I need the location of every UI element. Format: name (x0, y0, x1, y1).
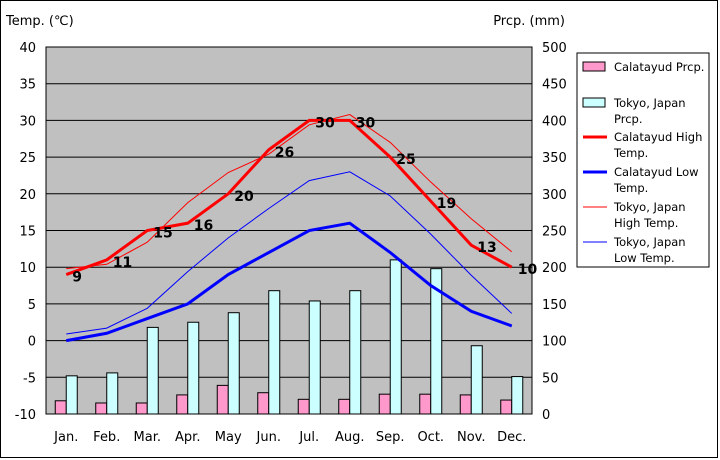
legend-label: Tokyo, Japan (613, 235, 686, 249)
data-label: 16 (194, 218, 213, 234)
legend-label: Calatayud Low (614, 165, 699, 179)
x-tick-label: Dec. (497, 430, 526, 445)
right-tick-label: 0 (542, 408, 550, 423)
precip-bar (106, 372, 119, 415)
left-tick-label: 30 (19, 114, 36, 129)
precip-bar (216, 384, 229, 415)
x-tick-label: Nov. (457, 430, 486, 445)
precip-bar (419, 393, 432, 415)
right-axis-title: Prcp. (mm) (493, 14, 565, 29)
data-label: 30 (356, 115, 376, 131)
right-tick-label: 50 (542, 371, 559, 386)
legend-label: Calatayud High (614, 130, 702, 144)
left-tick-label: 0 (28, 335, 36, 350)
precip-bar (187, 321, 200, 415)
x-tick-label: Jan. (53, 430, 78, 445)
data-label: 15 (153, 226, 172, 242)
legend-label: Calatayud Prcp. (614, 60, 704, 74)
right-tick-label: 450 (542, 78, 567, 93)
legend-label: Tokyo, Japan (613, 96, 686, 110)
precip-bar (470, 345, 483, 415)
left-axis-title: Temp. (℃) (5, 14, 74, 29)
precip-bar (378, 393, 391, 415)
data-label: 13 (477, 240, 496, 256)
precip-bar (95, 402, 108, 415)
x-tick-label: Feb. (93, 430, 120, 445)
precip-bar (430, 268, 443, 415)
precip-bar (135, 402, 148, 415)
data-label: 10 (518, 262, 538, 278)
precip-bar (338, 398, 351, 415)
precip-bar (459, 394, 472, 415)
precip-bar (54, 400, 67, 415)
data-label: 26 (275, 145, 294, 161)
precip-bar (500, 399, 513, 415)
right-tick-label: 400 (542, 114, 567, 129)
right-tick-label: 100 (542, 335, 567, 350)
legend: Calatayud Prcp. Tokyo, Japan Prcp. Calatayu… (576, 52, 710, 268)
legend-label: Temp. (613, 146, 648, 160)
legend-swatch (582, 61, 606, 72)
x-tick-label: Jun. (256, 430, 281, 445)
precip-bar (297, 398, 310, 415)
data-label: 25 (396, 152, 415, 168)
precip-bar (176, 394, 189, 415)
x-tick-label: Oct. (417, 430, 444, 445)
precip-bar (227, 312, 240, 415)
x-tick-label: Jul. (298, 430, 319, 445)
x-tick-label: May (215, 430, 242, 445)
left-tick-label: 40 (19, 41, 36, 56)
precip-bar (65, 375, 78, 415)
left-tick-label: 25 (19, 151, 36, 166)
right-tick-label: 500 (542, 41, 567, 56)
x-tick-label: Apr. (175, 430, 200, 445)
left-tick-label: 15 (19, 225, 36, 240)
left-tick-label: 20 (19, 188, 36, 203)
precip-bar (389, 259, 402, 415)
precip-bar (146, 326, 159, 415)
data-label: 20 (234, 189, 254, 205)
data-label: 19 (437, 196, 456, 212)
precip-bar (308, 300, 321, 415)
temp-line (66, 171, 513, 335)
data-label: 9 (72, 270, 82, 286)
x-tick-label: Aug. (335, 430, 365, 445)
temp-line (65, 221, 513, 343)
legend-box (576, 52, 710, 268)
precip-bar (257, 392, 270, 415)
data-label: 11 (113, 255, 132, 271)
left-tick-label: 10 (19, 261, 36, 276)
precip-bar (268, 290, 281, 415)
temp-line (66, 113, 513, 270)
legend-label: Low Temp. (614, 251, 675, 265)
legend-label: Temp. (613, 181, 648, 195)
x-tick-label: Sep. (376, 430, 405, 445)
legend-label: Prcp. (614, 112, 643, 126)
right-tick-label: 250 (542, 225, 567, 240)
precip-bar (349, 290, 362, 415)
right-tick-label: 200 (542, 261, 567, 276)
right-tick-label: 350 (542, 151, 567, 166)
temp-line (65, 118, 513, 276)
left-tick-label: -5 (23, 371, 36, 386)
x-tick-label: Mar. (134, 430, 161, 445)
legend-swatch (582, 97, 606, 108)
legend-label: Tokyo, Japan (613, 200, 686, 214)
precip-bar (511, 376, 524, 415)
left-tick-label: 35 (19, 78, 36, 93)
left-tick-label: -10 (15, 408, 36, 423)
legend-label: High Temp. (614, 216, 678, 230)
right-tick-label: 150 (542, 298, 567, 313)
data-label: 30 (315, 115, 335, 131)
left-tick-label: 5 (28, 298, 36, 313)
right-tick-label: 300 (542, 188, 567, 203)
